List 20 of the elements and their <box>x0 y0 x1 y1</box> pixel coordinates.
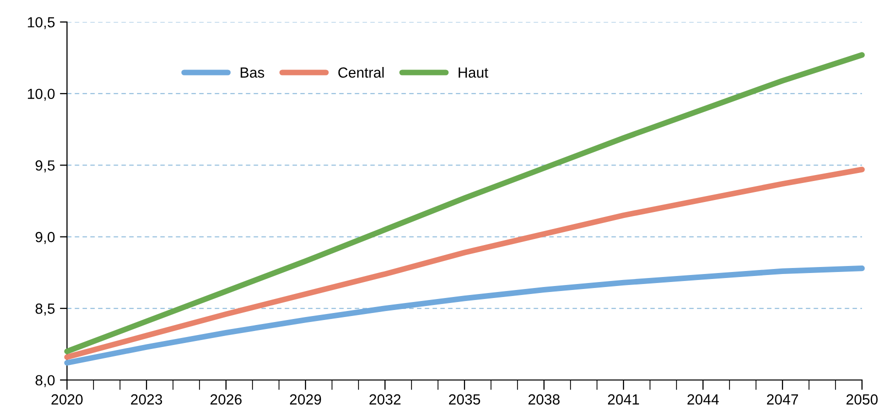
y-tick-label: 9,5 <box>36 160 55 172</box>
y-tick-label: 10,0 <box>28 88 55 101</box>
x-tick-label: 2023 <box>131 394 162 405</box>
x-tick-label: 2026 <box>210 394 242 405</box>
x-tick-label: 2041 <box>608 394 640 405</box>
legend-label: Haut <box>458 68 488 78</box>
legend-label: Central <box>338 67 384 78</box>
x-tick-label: 2020 <box>52 394 83 405</box>
x-tick-label: 2029 <box>290 394 322 405</box>
x-tick-label: 2047 <box>767 394 798 405</box>
x-tick-label: 2050 <box>846 394 878 405</box>
x-tick-label: 2032 <box>370 394 400 405</box>
x-tick-label: 2035 <box>449 394 480 405</box>
x-tick-label: 2038 <box>528 394 560 405</box>
legend-label: Bas <box>240 68 264 78</box>
y-tick-label: 9,0 <box>36 232 55 244</box>
y-tick-label: 10,5 <box>28 17 55 30</box>
y-tick-label: 8,0 <box>36 375 55 388</box>
y-tick-label: 8,5 <box>36 304 55 316</box>
x-tick-label: 2044 <box>688 394 719 405</box>
